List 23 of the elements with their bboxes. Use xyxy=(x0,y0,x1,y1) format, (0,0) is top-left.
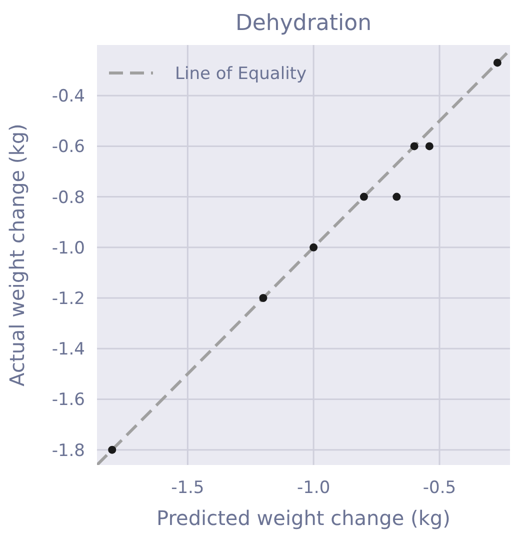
y-tick-label: -1.2 xyxy=(52,288,85,309)
chart-title: Dehydration xyxy=(235,11,372,36)
point xyxy=(425,142,434,150)
x-tick-label: -0.5 xyxy=(422,478,456,498)
point xyxy=(410,142,418,150)
y-tick-label: -0.8 xyxy=(52,188,85,208)
point xyxy=(259,294,268,302)
y-tick-label: -1.4 xyxy=(52,340,85,360)
point xyxy=(310,243,318,252)
y-tick-label: -0.4 xyxy=(52,86,85,107)
x-tick-label: -1.5 xyxy=(171,478,204,498)
y-tick-label: -1.6 xyxy=(52,390,85,410)
point xyxy=(108,446,116,454)
legend-label: Line of Equality xyxy=(175,64,307,84)
point xyxy=(392,192,401,201)
y-tick-label: -0.6 xyxy=(52,137,85,158)
y-tick-label: -1.8 xyxy=(52,440,85,461)
x-axis-title: Predicted weight change (kg) xyxy=(156,506,450,530)
x-tick-label: -1.0 xyxy=(296,478,330,498)
y-axis-title: Actual weight change (kg) xyxy=(5,124,29,386)
y-tick-label: -1.0 xyxy=(52,238,85,258)
point xyxy=(493,58,502,67)
point xyxy=(360,192,368,201)
